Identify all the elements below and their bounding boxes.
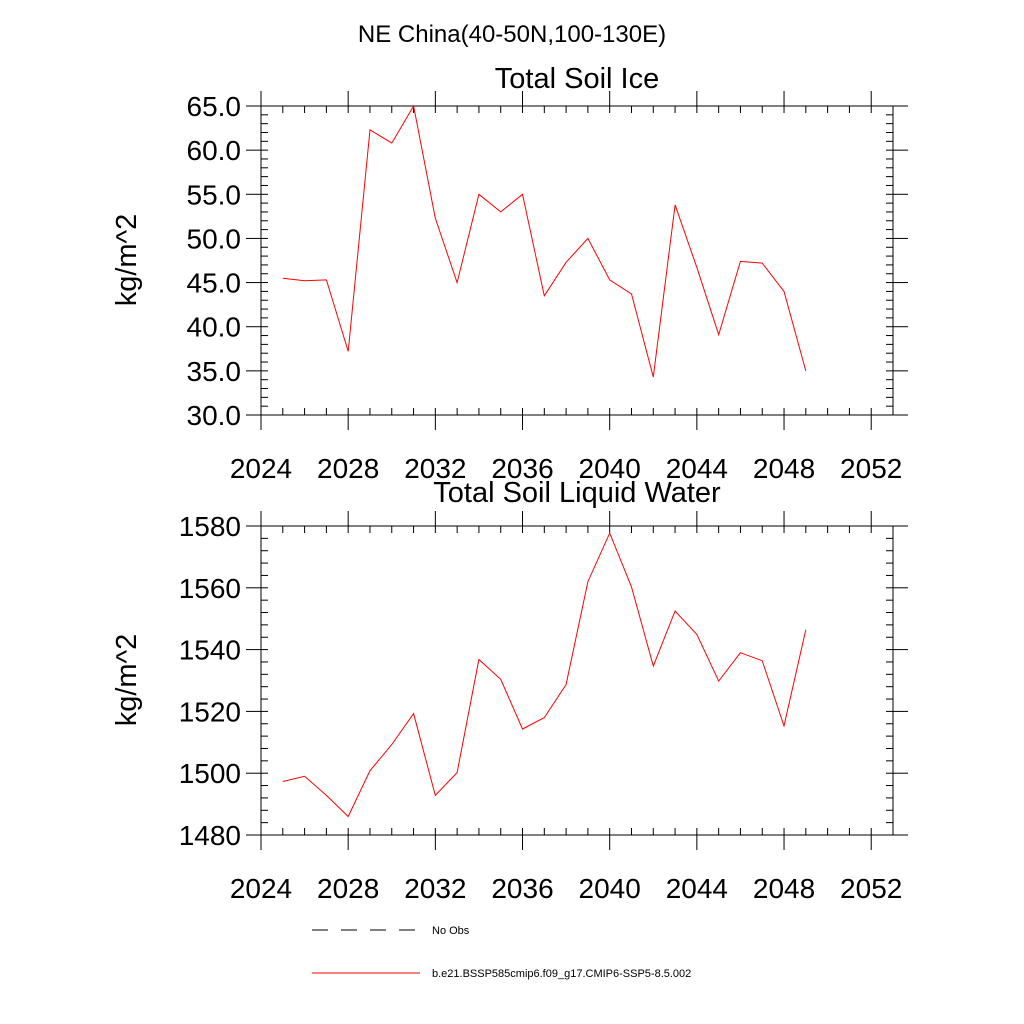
x-tick-label: 2032 — [404, 873, 466, 904]
y-tick-label: 40.0 — [187, 312, 242, 343]
plot-frame — [260, 525, 894, 836]
y-tick-label: 1520 — [179, 696, 241, 727]
y-tick-label: 60.0 — [187, 135, 242, 166]
x-tick-label: 2048 — [753, 453, 815, 484]
x-tick-label: 2028 — [317, 453, 379, 484]
x-tick-label: 2024 — [230, 873, 292, 904]
series-line — [282, 531, 807, 818]
x-tick-label: 2040 — [579, 453, 641, 484]
x-tick-label: 2048 — [753, 873, 815, 904]
y-tick-label: 50.0 — [187, 223, 242, 254]
y-axis-label: kg/m^2 — [111, 634, 143, 727]
y-tick-label: 1580 — [179, 511, 241, 542]
legend-label-model: b.e21.BSSP585cmip6.f09_g17.CMIP6-SSP5-8.… — [432, 968, 691, 980]
y-tick-label: 45.0 — [187, 268, 242, 299]
x-tick-label: 2024 — [230, 453, 292, 484]
chart-title: Total Soil Ice — [495, 63, 659, 95]
x-tick-label: 2040 — [579, 873, 641, 904]
legend-label-no-obs: No Obs — [432, 925, 470, 937]
legend: No Obs b.e21.BSSP585cmip6.f09_g17.CMIP6-… — [312, 925, 691, 980]
plot-frame — [260, 105, 894, 416]
x-tick-label: 2052 — [840, 873, 902, 904]
x-tick-label: 2028 — [317, 873, 379, 904]
chart-panel-soil-liquid-water: Total Soil Liquid Water kg/m^2 1480 1500 152… — [111, 477, 908, 904]
y-tick-label: 35.0 — [187, 356, 242, 387]
y-tick-label: 65.0 — [187, 91, 242, 122]
x-tick-label: 2052 — [840, 453, 902, 484]
x-tick-label: 2036 — [491, 453, 553, 484]
x-tick-label: 2036 — [491, 873, 553, 904]
chart-title: Total Soil Liquid Water — [433, 477, 721, 509]
y-tick-label: 1560 — [179, 573, 241, 604]
y-axis-label: kg/m^2 — [111, 214, 143, 307]
x-tick-label: 2044 — [666, 873, 728, 904]
y-tick-label: 1500 — [179, 758, 241, 789]
series-line — [282, 104, 807, 378]
chart-panel-soil-ice: Total Soil Ice kg/m^2 30.0 35.0 40.0 45.0 50.0… — [111, 63, 908, 484]
figure-title: NE China(40-50N,100-130E) — [358, 21, 666, 48]
y-tick-label: 30.0 — [187, 400, 242, 431]
y-tick-label: 55.0 — [187, 179, 242, 210]
y-tick-label: 1540 — [179, 635, 241, 666]
x-tick-label: 2032 — [404, 453, 466, 484]
x-tick-label: 2044 — [666, 453, 728, 484]
y-tick-label: 1480 — [179, 820, 241, 851]
